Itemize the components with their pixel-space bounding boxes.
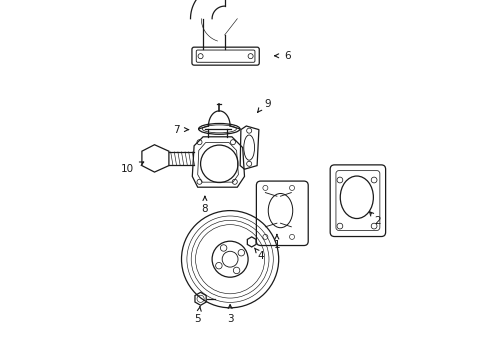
- Text: 5: 5: [194, 314, 201, 324]
- Text: 10: 10: [121, 164, 134, 174]
- Text: 3: 3: [226, 314, 233, 324]
- Text: 4: 4: [257, 251, 264, 261]
- Text: 8: 8: [201, 204, 208, 214]
- Text: 6: 6: [284, 51, 290, 61]
- Text: 7: 7: [172, 125, 179, 135]
- Text: 1: 1: [273, 240, 280, 250]
- Text: 2: 2: [374, 216, 380, 226]
- Text: 9: 9: [264, 99, 271, 109]
